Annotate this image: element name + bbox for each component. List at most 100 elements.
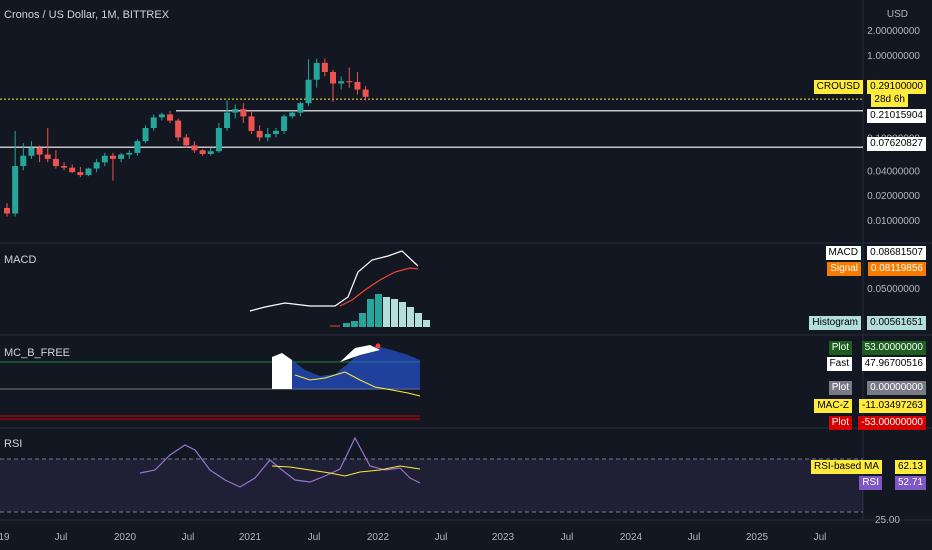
price-axis-label: 0.04000000 [867,166,920,177]
time-axis-label: 2024 [620,532,643,543]
histogram-bar [359,313,366,327]
candle-body [36,147,43,155]
histogram-bar [367,299,374,327]
candle-body [338,81,345,84]
time-axis-label: Jul [814,532,827,543]
macd-title: MACD [4,254,37,266]
countdown-tag: 28d 6h [871,93,908,107]
time-axis-label: Jul [55,532,68,543]
candle-body [4,207,10,214]
mcb-value-tag: 53.00000000 [861,341,926,355]
candle-body [362,89,369,97]
candle-body [126,152,133,155]
candle-body [272,130,279,135]
histogram-bar [351,321,358,327]
histogram-bar [407,307,414,327]
candle-body [93,162,100,169]
mcb-label-tag: Plot [828,416,852,430]
time-axis-label: 2021 [239,532,262,543]
candle-body [167,114,173,121]
time-axis-label: Jul [308,532,321,543]
currency-label: USD [886,9,908,20]
histogram-bar [383,297,390,327]
candle-body [134,141,141,153]
time-axis-label: 2023 [492,532,515,543]
candle-body [330,71,336,84]
mcb-signal-dot [375,343,381,349]
time-axis-label: Jul [435,532,448,543]
histogram-bar [391,299,398,327]
candle-body [61,166,68,168]
signal-label-tag: Signal [827,262,861,276]
candle-body [281,116,288,131]
rsi-band [0,459,863,512]
histogram-bar [423,320,430,327]
price-axis-label: 0.01000000 [867,216,920,227]
candle-body [215,128,222,152]
rsi-ma-value-tag: 62.13 [894,460,926,474]
price-axis-label: 1.00000000 [867,51,920,62]
candle-body [28,147,35,156]
mcb-white-peak [340,345,380,362]
time-axis-label: 2020 [114,532,137,543]
candle-body [199,150,206,154]
candle-body [52,158,59,167]
histogram-bar [375,294,382,327]
candle-body [321,62,328,72]
mcb-title: MC_B_FREE [4,347,71,359]
signal-value-tag: 0.08119856 [867,262,926,276]
candle-body [85,168,92,176]
level-tag-1: 0.21015904 [867,109,926,123]
chart-title: Cronos / US Dollar, 1M, BITTREX [4,9,170,21]
candle-body [69,167,76,173]
mcb-label-tag: Fast [826,357,852,371]
macd-axis-label: 0.05000000 [867,284,920,295]
rsi-axis-label: 25.00 [875,515,900,526]
price-axis-label: 0.02000000 [867,191,920,202]
histogram-bar [343,323,350,327]
candle-body [109,155,116,159]
macd-line [249,250,419,312]
candle-body [354,81,361,90]
candle-body [264,134,271,138]
mcb-value-tag: 47.96700516 [861,357,926,371]
candle-body [248,116,255,131]
rsi-title: RSI [4,438,23,450]
signal-line [339,267,419,307]
candle-body [77,172,84,176]
candle-body [240,109,247,117]
price-axis-label: 2.00000000 [867,26,920,37]
histogram-label-tag: Histogram [809,316,861,330]
mcb-label-tag: Plot [828,381,852,395]
candle-body [207,151,214,154]
mcb-white-area [272,353,292,389]
mac-z-line [294,371,421,397]
mcb-label-tag: Plot [828,341,852,355]
rsi-ma-label-tag: RSI-based MA [810,460,882,474]
mcb-value-tag: -11.03497263 [859,399,926,413]
mcb-label-tag: MAC-Z [814,399,852,413]
candle-body [101,155,108,163]
histogram-value-tag: 0.00561651 [867,316,926,330]
rsi-line [139,436,421,488]
candle-body [12,166,19,214]
candle-body [20,155,27,167]
time-axis-label: 19 [0,532,10,543]
macd-label-tag: MACD [825,246,861,260]
candle-body [256,130,263,138]
candle-body [346,81,353,83]
candle-body [175,120,182,138]
candle-body [313,62,320,80]
time-axis-label: Jul [182,532,195,543]
candle-body [142,128,149,142]
histogram-bar [415,313,422,327]
time-axis-label: Jul [688,532,701,543]
candle-body [232,109,239,113]
last-price-tag: 0.29100000 [867,80,926,94]
candle-body [305,79,312,104]
candle-body [150,117,157,129]
candle-body [224,112,231,129]
candle-body [118,154,125,159]
candle-body [44,154,51,159]
